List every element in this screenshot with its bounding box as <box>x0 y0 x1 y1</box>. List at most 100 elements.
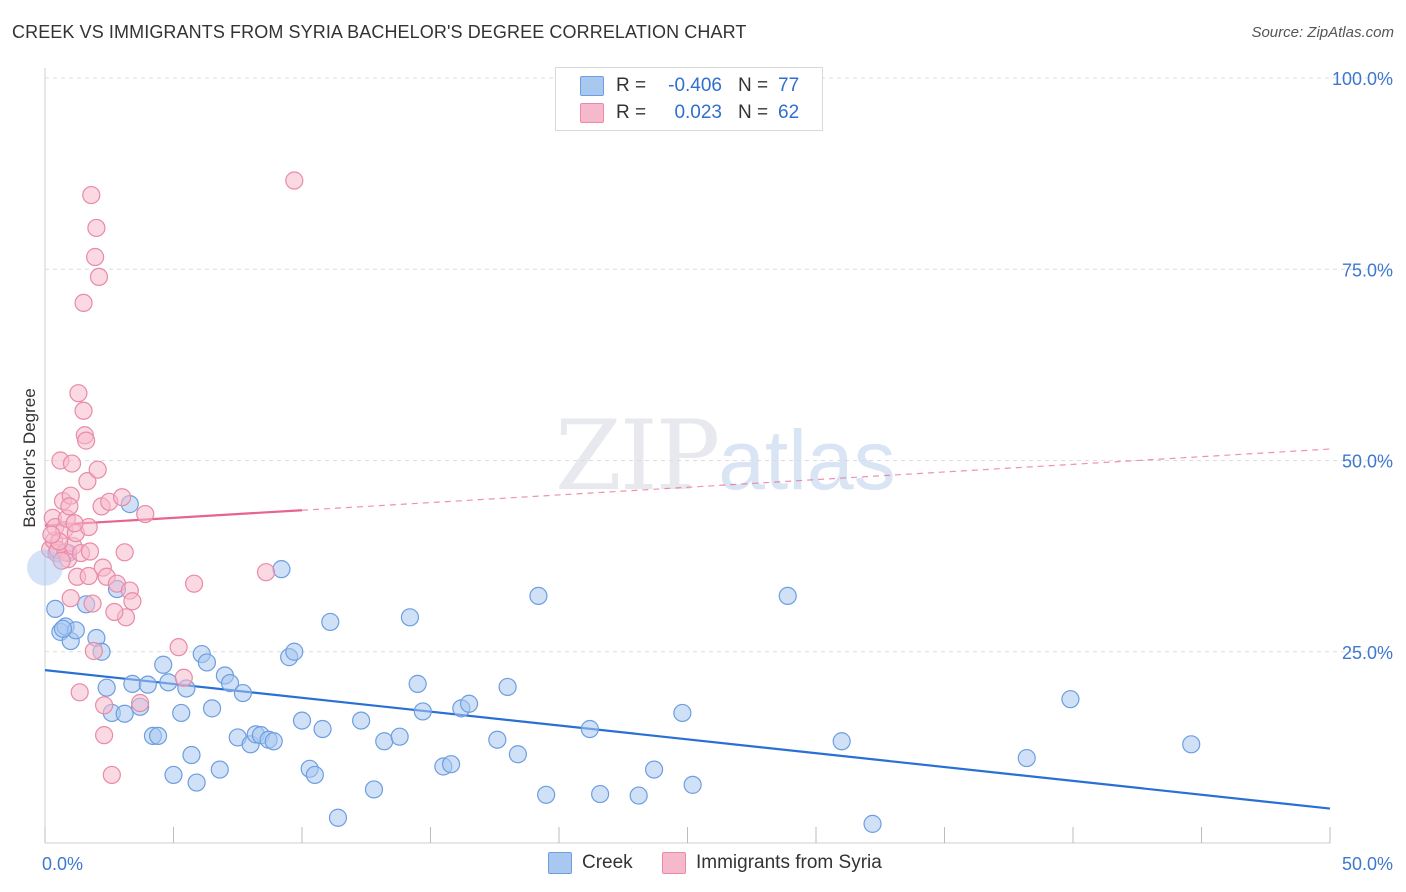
creek-point <box>488 730 507 749</box>
syria-point <box>69 384 88 403</box>
syria-point <box>61 589 80 608</box>
y-tick-label: 75.0% <box>1342 260 1393 280</box>
syria-n-value: 62 <box>778 102 800 123</box>
bottom-legend-creek: Creek <box>548 852 633 874</box>
syria-point <box>130 693 150 713</box>
creek-point <box>53 619 73 638</box>
creek-point <box>197 653 217 672</box>
syria-point <box>83 594 102 613</box>
creek-point <box>292 711 312 730</box>
creek-point <box>164 765 183 785</box>
x-tick-label-max: 50.0% <box>1342 854 1393 874</box>
creek-point <box>832 732 851 751</box>
creek-point <box>154 655 173 674</box>
syria-point <box>115 543 134 562</box>
correlation-legend: R = -0.406 N = 77 R = 0.023 N = 62 <box>555 67 823 131</box>
syria-point <box>88 460 107 479</box>
creek-point <box>629 786 648 805</box>
syria-r-value: 0.023 <box>674 102 722 123</box>
syria-swatch <box>580 103 604 123</box>
syria-point <box>65 514 84 533</box>
creek-point <box>683 775 702 794</box>
creek-point <box>321 612 340 632</box>
creek-point <box>580 719 599 739</box>
creek-point <box>328 808 348 827</box>
syria-point <box>95 696 114 715</box>
creek-point <box>364 780 384 799</box>
legend-row-creek: R = -0.406 N = 77 <box>580 74 799 98</box>
creek-point <box>305 765 324 785</box>
creek-point <box>182 745 201 765</box>
creek-point <box>863 814 882 833</box>
axes <box>44 68 1331 844</box>
creek-swatch <box>580 76 604 96</box>
syria-point <box>42 525 61 544</box>
creek-legend-swatch <box>548 852 572 874</box>
y-axis-label: Bachelor's Degree <box>20 388 39 528</box>
syria-point <box>174 668 193 687</box>
syria-point <box>79 566 98 586</box>
creek-point <box>187 773 206 792</box>
creek-point <box>498 677 517 697</box>
creek-point <box>233 683 252 703</box>
creek-point <box>1017 748 1036 768</box>
creek-point <box>138 675 157 694</box>
creek-point <box>123 674 142 693</box>
n-label: N = <box>738 102 769 123</box>
syria-point <box>74 401 93 420</box>
syria-point <box>82 185 101 205</box>
syria-point <box>60 497 79 516</box>
x-tick-label-min: 0.0% <box>42 854 83 874</box>
creek-point <box>508 745 527 764</box>
creek-trend-line <box>44 669 1331 810</box>
creek-legend-label: Creek <box>582 852 633 873</box>
y-tick-label: 50.0% <box>1342 452 1393 472</box>
syria-point <box>62 454 82 473</box>
creek-point <box>272 560 291 579</box>
syria-point <box>136 504 155 524</box>
syria-legend-swatch <box>662 852 686 874</box>
creek-point <box>408 674 427 693</box>
syria-point <box>89 267 109 286</box>
tick-labels: 25.0% 50.0% 75.0% 100.0% 0.0% 50.0% <box>42 69 1393 874</box>
creek-point <box>210 760 229 779</box>
syria-point <box>70 683 89 702</box>
syria-point <box>256 563 276 582</box>
source-label: Source: ZipAtlas.com <box>1251 24 1394 41</box>
bottom-legend-syria: Immigrants from Syria <box>662 852 882 874</box>
r-label: R = <box>616 102 647 123</box>
creek-point <box>591 784 610 804</box>
syria-point <box>95 726 114 745</box>
syria-point <box>86 247 105 267</box>
creek-point <box>264 732 283 751</box>
creek-point <box>400 608 420 627</box>
creek-point <box>148 726 168 746</box>
n-label: N = <box>738 75 769 96</box>
syria-point <box>74 293 93 313</box>
creek-point-cluster <box>27 549 63 586</box>
creek-point <box>172 703 191 723</box>
creek-point <box>778 586 797 606</box>
syria-trend-extension <box>301 448 1331 511</box>
y-tick-label: 100.0% <box>1332 69 1393 89</box>
creek-point <box>375 732 394 751</box>
creek-point <box>441 755 461 774</box>
syria-point <box>169 638 188 657</box>
creek-point <box>537 785 556 804</box>
syria-point <box>123 592 142 611</box>
syria-point <box>87 218 106 238</box>
syria-point <box>184 574 204 593</box>
creek-point <box>459 694 479 713</box>
creek-n-value: 77 <box>778 75 800 96</box>
creek-r-value: -0.406 <box>668 75 722 96</box>
syria-point <box>80 542 100 561</box>
creek-point <box>673 703 692 723</box>
creek-point <box>220 674 240 693</box>
creek-point <box>313 719 332 739</box>
syria-point <box>112 488 132 507</box>
creek-point <box>202 699 222 718</box>
creek-point <box>97 678 116 697</box>
creek-point <box>46 599 65 619</box>
chart-title: CREEK VS IMMIGRANTS FROM SYRIA BACHELOR'… <box>12 22 747 42</box>
